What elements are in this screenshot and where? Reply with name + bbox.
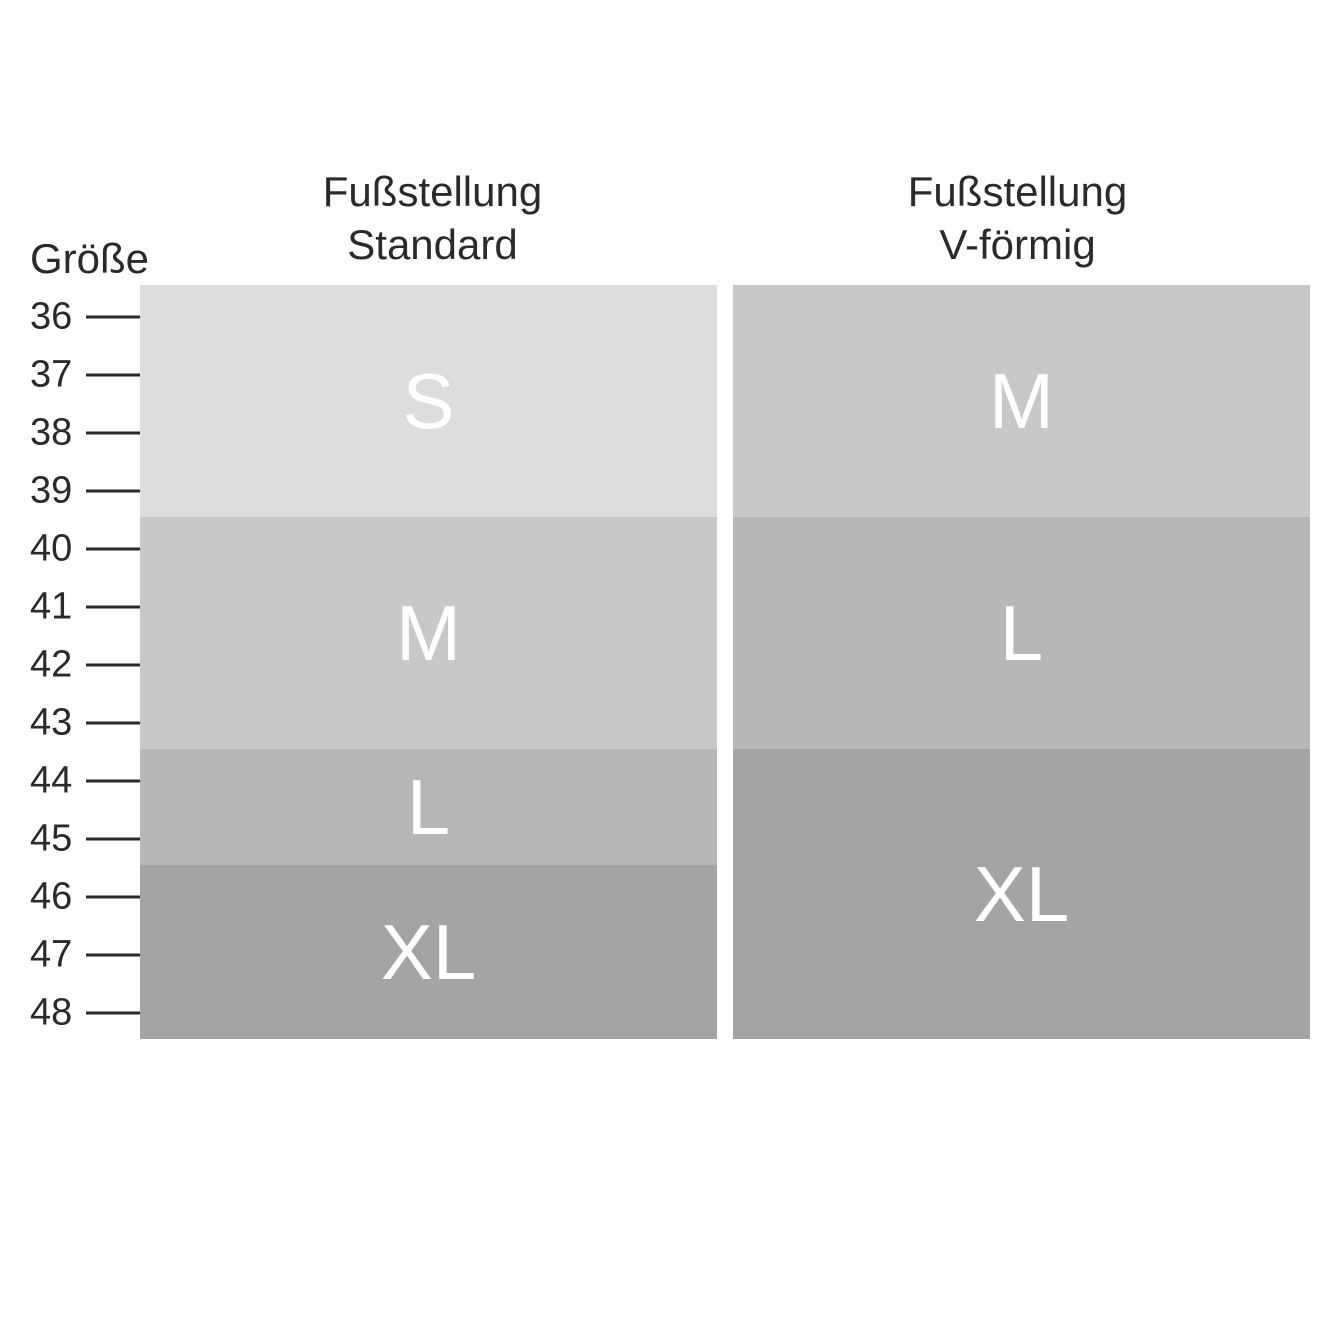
axis-tick: 47 — [30, 933, 140, 976]
axis-tick: 37 — [30, 353, 140, 396]
column-header-line1: Fußstellung — [908, 166, 1127, 219]
axis-tick: 39 — [30, 469, 140, 512]
size-cell: L — [733, 517, 1310, 749]
axis-tick: 41 — [30, 585, 140, 628]
axis-tick: 48 — [30, 991, 140, 1034]
axis-tick-line — [86, 315, 140, 318]
axis-tick-line — [86, 953, 140, 956]
chart-body: 36373839404142434445464748 SMLXLMLXL — [30, 285, 1310, 1039]
axis-tick: 44 — [30, 759, 140, 802]
axis-tick-label: 41 — [30, 585, 80, 628]
column-header-standard: Fußstellung Standard — [140, 135, 725, 285]
axis-tick-line — [86, 663, 140, 666]
axis-tick-line — [86, 605, 140, 608]
axis-tick-line — [86, 489, 140, 492]
size-cell: S — [140, 285, 717, 517]
data-columns: SMLXLMLXL — [140, 285, 1310, 1039]
axis-tick: 45 — [30, 817, 140, 860]
column-header-line2: Standard — [347, 219, 517, 272]
size-cell: M — [140, 517, 717, 749]
axis-tick: 36 — [30, 295, 140, 338]
axis-tick-label: 37 — [30, 353, 80, 396]
column-header-vform: Fußstellung V-förmig — [725, 135, 1310, 285]
axis-tick-label: 44 — [30, 759, 80, 802]
column-standard: SMLXL — [140, 285, 717, 1039]
axis-tick-label: 45 — [30, 817, 80, 860]
axis-tick: 42 — [30, 643, 140, 686]
column-header-line2: V-förmig — [939, 219, 1095, 272]
axis-tick-line — [86, 373, 140, 376]
axis-tick-line — [86, 431, 140, 434]
axis-tick-label: 40 — [30, 527, 80, 570]
axis-tick-line — [86, 779, 140, 782]
column-vform: MLXL — [733, 285, 1310, 1039]
axis-tick-line — [86, 1011, 140, 1014]
axis-tick-label: 36 — [30, 295, 80, 338]
axis-tick: 40 — [30, 527, 140, 570]
axis-tick-label: 38 — [30, 411, 80, 454]
axis-tick: 38 — [30, 411, 140, 454]
axis-ticks: 36 37 38 39 40 41 42 43 44 45 46 47 48 — [30, 285, 140, 1039]
axis-tick-label: 47 — [30, 933, 80, 976]
size-cell: XL — [140, 865, 717, 1039]
axis-tick-line — [86, 547, 140, 550]
size-cell: M — [733, 285, 1310, 517]
axis-tick-label: 43 — [30, 701, 80, 744]
size-cell: XL — [733, 749, 1310, 1039]
axis-tick-line — [86, 721, 140, 724]
column-header-line1: Fußstellung — [323, 166, 542, 219]
axis-tick-label: 39 — [30, 469, 80, 512]
axis-tick-line — [86, 895, 140, 898]
axis-title: Größe — [30, 235, 149, 283]
axis-tick-label: 46 — [30, 875, 80, 918]
size-chart: Größe Fußstellung Standard Fußstellung V… — [30, 135, 1310, 1039]
axis-tick-label: 42 — [30, 643, 80, 686]
axis-tick-line — [86, 837, 140, 840]
column-headers: Fußstellung Standard Fußstellung V-förmi… — [30, 135, 1310, 285]
axis-tick-label: 48 — [30, 991, 80, 1034]
axis-tick: 43 — [30, 701, 140, 744]
size-cell: L — [140, 749, 717, 865]
axis-tick: 46 — [30, 875, 140, 918]
